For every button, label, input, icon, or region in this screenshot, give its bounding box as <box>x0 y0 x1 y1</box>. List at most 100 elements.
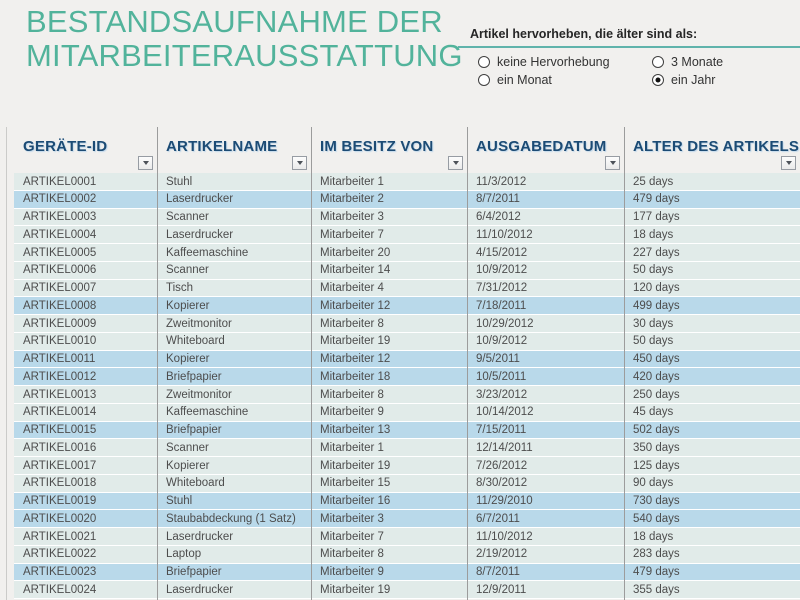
cell-item-age[interactable]: 30 days <box>633 317 674 330</box>
cell-issue-date[interactable]: 10/9/2012 <box>476 264 528 277</box>
cell-item-name[interactable]: Zweitmonitor <box>166 388 232 401</box>
cell-issue-date[interactable]: 10/5/2011 <box>476 370 527 383</box>
column-header-alter-des-artikels[interactable]: ALTER DES ARTIKELS <box>624 127 800 173</box>
cell-owner[interactable]: Mitarbeiter 3 <box>320 512 384 525</box>
cell-owner[interactable]: Mitarbeiter 19 <box>320 459 391 472</box>
column-header-geräte-id[interactable]: GERÄTE-ID <box>14 127 157 173</box>
cell-issue-date[interactable]: 8/7/2011 <box>476 566 520 578</box>
cell-device-id[interactable]: ARTIKEL0012 <box>23 370 97 383</box>
filter-dropdown-button[interactable] <box>292 156 307 170</box>
cell-item-name[interactable]: Stuhl <box>166 495 193 507</box>
cell-owner[interactable]: Mitarbeiter 9 <box>320 566 384 578</box>
cell-device-id[interactable]: ARTIKEL0022 <box>23 548 97 561</box>
cell-owner[interactable]: Mitarbeiter 18 <box>320 370 391 383</box>
column-header-ausgabedatum[interactable]: AUSGABEDATUM <box>467 127 624 173</box>
cell-issue-date[interactable]: 10/9/2012 <box>476 335 528 348</box>
cell-issue-date[interactable]: 7/15/2011 <box>476 424 527 436</box>
cell-issue-date[interactable]: 7/31/2012 <box>476 282 528 294</box>
cell-device-id[interactable]: ARTIKEL0003 <box>23 211 97 223</box>
cell-item-name[interactable]: Kaffeemaschine <box>166 246 249 259</box>
cell-owner[interactable]: Mitarbeiter 1 <box>320 175 384 188</box>
cell-item-name[interactable]: Laserdrucker <box>166 530 234 543</box>
cell-owner[interactable]: Mitarbeiter 13 <box>320 424 391 436</box>
cell-issue-date[interactable]: 12/14/2011 <box>476 441 533 454</box>
cell-item-name[interactable]: Briefpapier <box>166 424 222 436</box>
cell-issue-date[interactable]: 6/4/2012 <box>476 211 521 223</box>
cell-owner[interactable]: Mitarbeiter 4 <box>320 282 384 294</box>
cell-issue-date[interactable]: 3/23/2012 <box>476 388 528 401</box>
cell-item-age[interactable]: 450 days <box>633 353 680 365</box>
cell-item-name[interactable]: Stuhl <box>166 175 193 188</box>
cell-item-age[interactable]: 420 days <box>633 370 680 383</box>
cell-item-age[interactable]: 350 days <box>633 441 680 454</box>
cell-device-id[interactable]: ARTIKEL0007 <box>23 282 97 294</box>
cell-issue-date[interactable]: 11/29/2010 <box>476 495 533 507</box>
filter-dropdown-button[interactable] <box>448 156 463 170</box>
cell-item-name[interactable]: Laserdrucker <box>166 193 234 206</box>
cell-owner[interactable]: Mitarbeiter 1 <box>320 441 384 454</box>
radio-option-keine-hervorhebung[interactable]: keine Hervorhebung <box>478 55 652 69</box>
cell-device-id[interactable]: ARTIKEL0018 <box>23 477 97 490</box>
cell-device-id[interactable]: ARTIKEL0024 <box>23 583 97 596</box>
cell-owner[interactable]: Mitarbeiter 15 <box>320 477 391 490</box>
cell-item-age[interactable]: 50 days <box>633 264 674 277</box>
cell-item-age[interactable]: 120 days <box>633 282 680 294</box>
cell-item-age[interactable]: 502 days <box>633 424 680 436</box>
cell-device-id[interactable]: ARTIKEL0016 <box>23 441 97 454</box>
cell-owner[interactable]: Mitarbeiter 8 <box>320 548 384 561</box>
cell-owner[interactable]: Mitarbeiter 8 <box>320 317 384 330</box>
cell-owner[interactable]: Mitarbeiter 9 <box>320 406 384 419</box>
cell-owner[interactable]: Mitarbeiter 20 <box>320 246 391 259</box>
cell-device-id[interactable]: ARTIKEL0023 <box>23 566 97 578</box>
radio-option-ein-jahr[interactable]: ein Jahr <box>652 73 800 87</box>
cell-device-id[interactable]: ARTIKEL0013 <box>23 388 97 401</box>
filter-dropdown-button[interactable] <box>605 156 620 170</box>
cell-item-name[interactable]: Briefpapier <box>166 566 222 578</box>
cell-item-age[interactable]: 18 days <box>633 228 674 241</box>
cell-item-name[interactable]: Whiteboard <box>166 335 225 348</box>
cell-item-name[interactable]: Kopierer <box>166 459 210 472</box>
cell-item-name[interactable]: Scanner <box>166 264 209 277</box>
cell-item-age[interactable]: 499 days <box>633 299 680 312</box>
cell-issue-date[interactable]: 7/18/2011 <box>476 299 527 312</box>
cell-issue-date[interactable]: 8/7/2011 <box>476 193 520 206</box>
cell-item-name[interactable]: Scanner <box>166 211 209 223</box>
cell-item-age[interactable]: 50 days <box>633 335 674 348</box>
cell-owner[interactable]: Mitarbeiter 7 <box>320 228 384 241</box>
cell-item-age[interactable]: 283 days <box>633 548 680 561</box>
cell-item-age[interactable]: 730 days <box>633 495 680 507</box>
cell-device-id[interactable]: ARTIKEL0017 <box>23 459 97 472</box>
cell-item-name[interactable]: Whiteboard <box>166 477 225 490</box>
cell-device-id[interactable]: ARTIKEL0008 <box>23 299 97 312</box>
filter-dropdown-button[interactable] <box>781 156 796 170</box>
radio-option-ein-monat[interactable]: ein Monat <box>478 73 652 87</box>
cell-issue-date[interactable]: 10/14/2012 <box>476 406 534 419</box>
column-header-im-besitz-von[interactable]: IM BESITZ VON <box>311 127 467 173</box>
cell-owner[interactable]: Mitarbeiter 16 <box>320 495 391 507</box>
cell-device-id[interactable]: ARTIKEL0001 <box>23 175 97 188</box>
cell-item-name[interactable]: Tisch <box>166 282 194 294</box>
cell-owner[interactable]: Mitarbeiter 3 <box>320 211 384 223</box>
cell-device-id[interactable]: ARTIKEL0006 <box>23 264 97 277</box>
cell-item-name[interactable]: Kaffeemaschine <box>166 406 249 419</box>
cell-device-id[interactable]: ARTIKEL0009 <box>23 317 97 330</box>
cell-item-name[interactable]: Laserdrucker <box>166 228 234 241</box>
cell-item-age[interactable]: 250 days <box>633 388 680 401</box>
cell-item-age[interactable]: 25 days <box>633 175 674 188</box>
cell-owner[interactable]: Mitarbeiter 12 <box>320 353 391 365</box>
cell-item-age[interactable]: 45 days <box>633 406 674 419</box>
cell-device-id[interactable]: ARTIKEL0005 <box>23 246 97 259</box>
cell-item-age[interactable]: 479 days <box>633 566 680 578</box>
cell-owner[interactable]: Mitarbeiter 14 <box>320 264 391 277</box>
cell-issue-date[interactable]: 10/29/2012 <box>476 317 534 330</box>
cell-issue-date[interactable]: 8/30/2012 <box>476 477 528 490</box>
cell-owner[interactable]: Mitarbeiter 8 <box>320 388 384 401</box>
cell-device-id[interactable]: ARTIKEL0002 <box>23 193 97 206</box>
cell-issue-date[interactable]: 12/9/2011 <box>476 583 527 596</box>
cell-item-name[interactable]: Laserdrucker <box>166 583 234 596</box>
cell-device-id[interactable]: ARTIKEL0020 <box>23 512 97 525</box>
cell-issue-date[interactable]: 2/19/2012 <box>476 548 528 561</box>
cell-owner[interactable]: Mitarbeiter 19 <box>320 583 391 596</box>
cell-issue-date[interactable]: 4/15/2012 <box>476 246 528 259</box>
cell-issue-date[interactable]: 11/10/2012 <box>476 530 533 543</box>
